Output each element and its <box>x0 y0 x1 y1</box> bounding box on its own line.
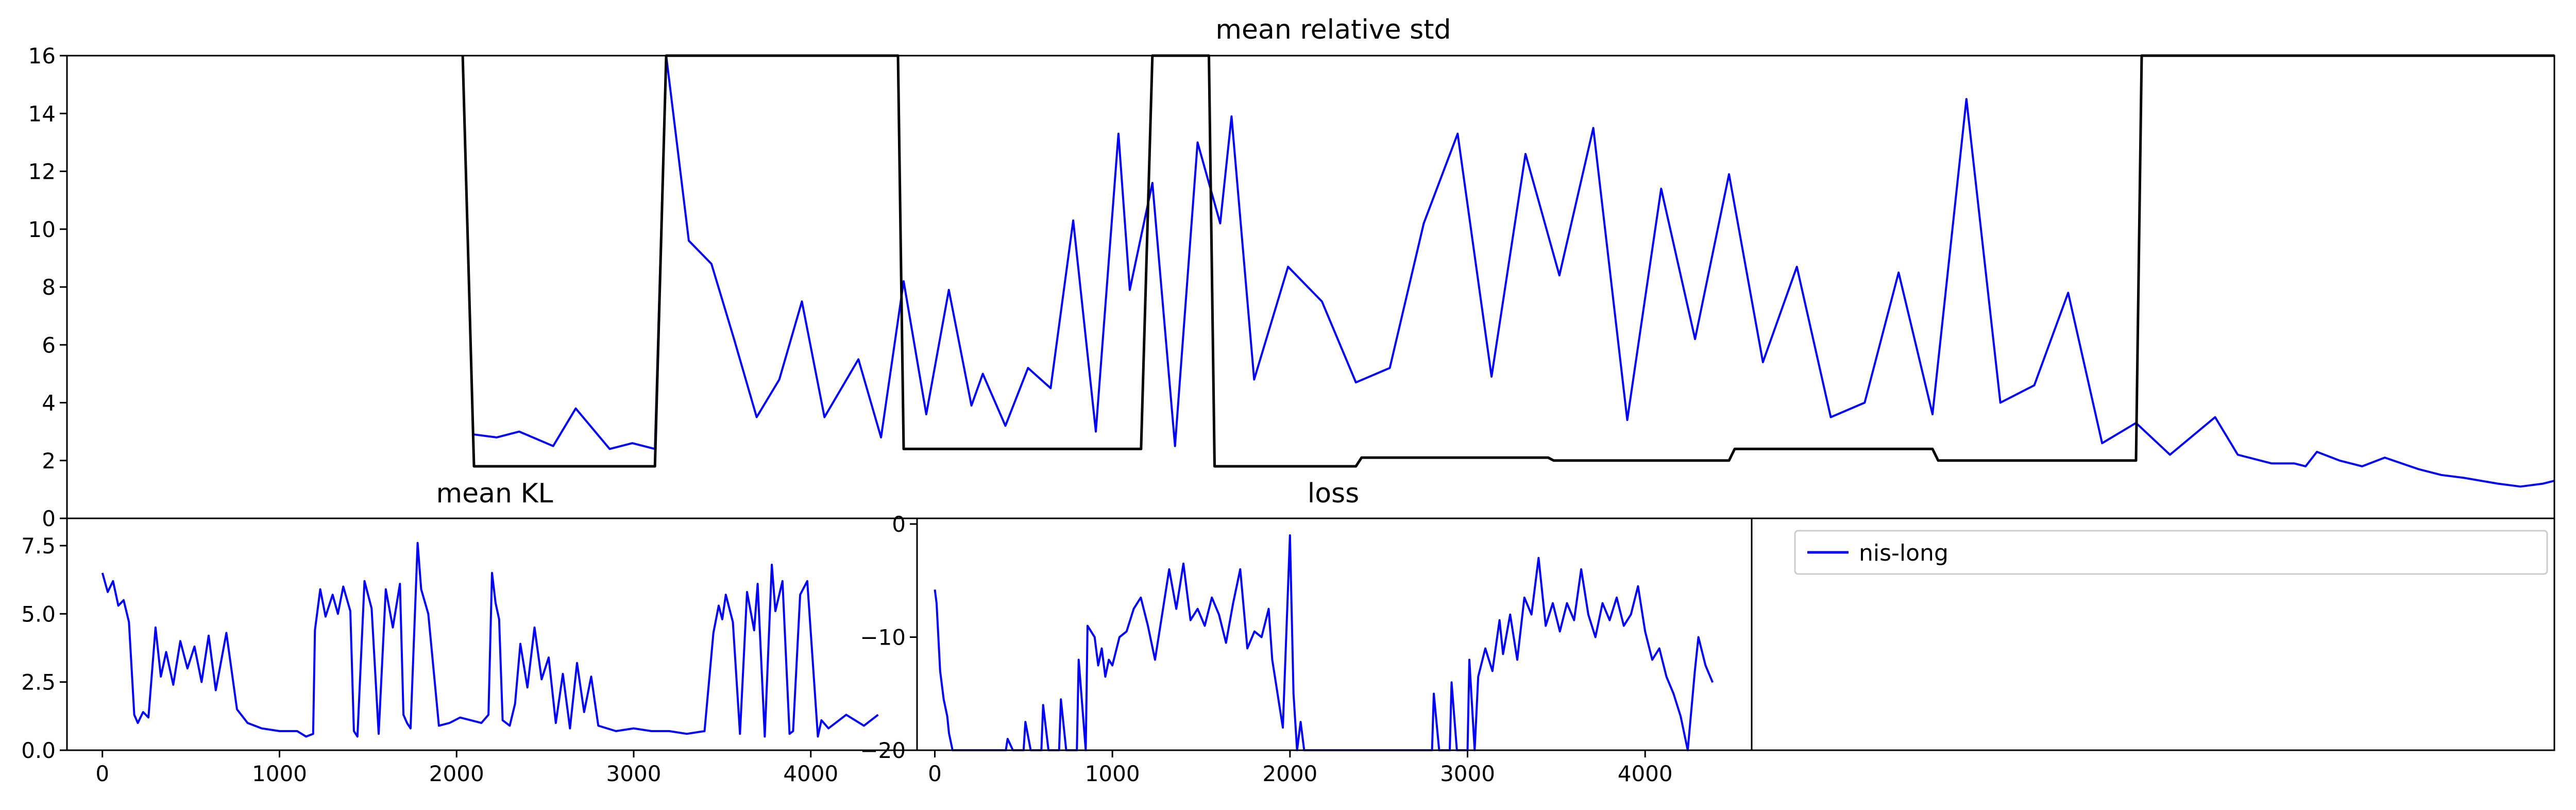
loss-x-ticks: 0 1000 2000 3000 4000 <box>928 750 1673 786</box>
legend: nis-long <box>1794 530 2548 575</box>
kl-xtick-label-3: 3000 <box>606 761 662 786</box>
std-ytick-label-4: 8 <box>42 275 56 300</box>
kl-series-group <box>101 542 879 738</box>
loss-ytick-label-1: −10 <box>860 625 906 650</box>
std-series-line-0 <box>473 55 2555 488</box>
std-y-ticks: 0 2 4 6 8 10 12 14 16 <box>28 43 67 531</box>
kl-ytick-label-2: 5.0 <box>21 601 56 627</box>
kl-y-ticks: 0.0 2.5 5.0 7.5 <box>21 533 67 763</box>
loss-y-ticks: −20 −10 0 <box>860 512 917 763</box>
loss-xtick-label-4: 4000 <box>1618 761 1673 786</box>
std-ytick-label-6: 12 <box>28 159 56 184</box>
kl-xtick-label-2: 2000 <box>429 761 484 786</box>
kl-series-line-0 <box>101 542 879 738</box>
loss-series-group <box>934 534 1714 751</box>
legend-panel: nis-long <box>1751 517 2555 751</box>
loss-xtick-label-2: 2000 <box>1262 761 1317 786</box>
kl-xtick-label-4: 4000 <box>783 761 838 786</box>
kl-ytick-label-3: 7.5 <box>21 533 56 559</box>
legend-label-nis-long: nis-long <box>1859 540 1948 566</box>
std-ytick-label-0: 0 <box>42 506 56 531</box>
loss-ytick-label-2: 0 <box>892 512 906 537</box>
std-ytick-label-3: 6 <box>42 332 56 358</box>
kl-x-ticks: 0 1000 2000 3000 4000 <box>95 750 838 786</box>
legend-axes-frame <box>1751 517 2555 751</box>
loss-series-line-0 <box>934 534 1714 751</box>
loss-xtick-label-0: 0 <box>928 761 942 786</box>
kl-xtick-label-1: 1000 <box>252 761 307 786</box>
loss-xtick-label-3: 3000 <box>1440 761 1495 786</box>
loss-title: loss <box>1308 478 1359 509</box>
legend-box <box>1794 530 2548 575</box>
std-ytick-label-8: 16 <box>28 43 56 69</box>
std-ytick-label-7: 14 <box>28 101 56 126</box>
loss-ytick-label-0: −20 <box>860 738 906 763</box>
kl-title: mean KL <box>436 478 553 509</box>
std-ytick-label-5: 10 <box>28 217 56 242</box>
std-ytick-label-2: 4 <box>42 391 56 416</box>
loss-xtick-label-1: 1000 <box>1085 761 1140 786</box>
std-ytick-label-1: 2 <box>42 448 56 474</box>
kl-ytick-label-1: 2.5 <box>21 670 56 695</box>
kl-xtick-label-0: 0 <box>95 761 109 786</box>
kl-ytick-label-0: 0.0 <box>21 738 56 763</box>
std-title: mean relative std <box>1215 14 1451 45</box>
